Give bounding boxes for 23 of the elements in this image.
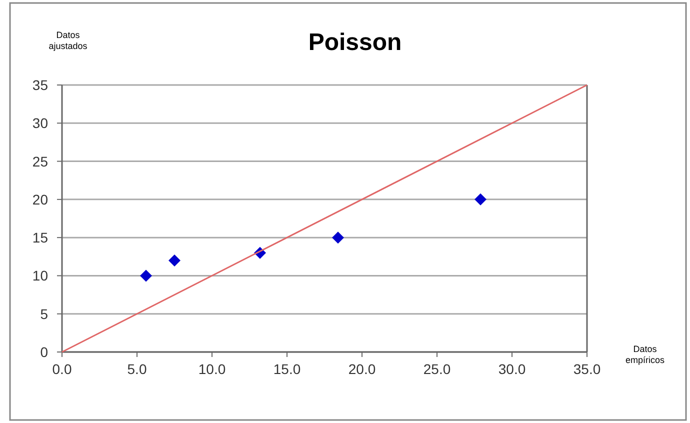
x-tick-label: 20.0 [348, 361, 376, 377]
x-tick-label: 0.0 [52, 361, 72, 377]
x-tick-label: 10.0 [198, 361, 226, 377]
point [474, 193, 486, 206]
x-tick-label: 5.0 [127, 361, 147, 377]
x-tick-label: 15.0 [273, 361, 301, 377]
chart-title: Poisson [308, 29, 402, 56]
point [168, 254, 180, 266]
x-axis-title: Datos empíricos [625, 344, 665, 365]
x-tick-label: 35.0 [573, 361, 601, 377]
x-tick-label: 30.0 [498, 361, 526, 377]
y-axis-title: Datos ajustados [48, 30, 88, 51]
y-tick-label: 20 [32, 191, 48, 208]
y-tick-label: 15 [32, 230, 48, 246]
y-tick-label: 0 [40, 344, 48, 360]
y-tick-label: 25 [32, 153, 48, 170]
y-tick-label: 35 [32, 77, 48, 93]
y-tick-label: 30 [32, 115, 48, 132]
x-tick-label: 25.0 [423, 361, 451, 377]
y-tick-label: 10 [32, 268, 48, 284]
y-tick-label: 5 [40, 306, 48, 322]
point [332, 232, 344, 244]
point [140, 270, 152, 282]
